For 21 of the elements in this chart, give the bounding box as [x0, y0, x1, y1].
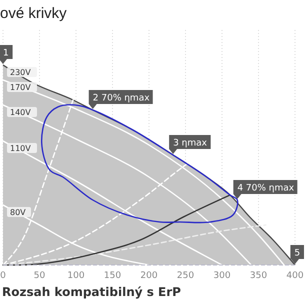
legend-label: 170V [10, 83, 32, 92]
annotation: 3 ηmax [173, 138, 208, 148]
annotation: 5 [294, 248, 300, 258]
x-tick-label: 200 [140, 271, 158, 281]
x-tick-label: 400 [286, 271, 304, 281]
text: Rozsah kompatibilný s ErP [2, 285, 182, 299]
x-tick-label: 0 [0, 271, 6, 281]
x-tick-label: 350 [250, 271, 268, 281]
x-tick-label: 50 [34, 271, 46, 281]
chart-title: ové krivky [0, 5, 68, 22]
x-tick-label: 250 [176, 271, 194, 281]
annotation: 2 70% ηmax [92, 94, 150, 104]
series-label: 110V [10, 144, 32, 153]
series-label: 230V [10, 68, 32, 77]
annotation: 4 70% ηmax [237, 184, 295, 194]
x-tick-label: 150 [104, 271, 122, 281]
x-tick-label: 100 [67, 271, 85, 281]
series-label: 80V [10, 208, 26, 217]
series-label: 140V [10, 108, 32, 117]
x-tick-label: 300 [213, 271, 231, 281]
annotation: 1 [3, 48, 9, 58]
